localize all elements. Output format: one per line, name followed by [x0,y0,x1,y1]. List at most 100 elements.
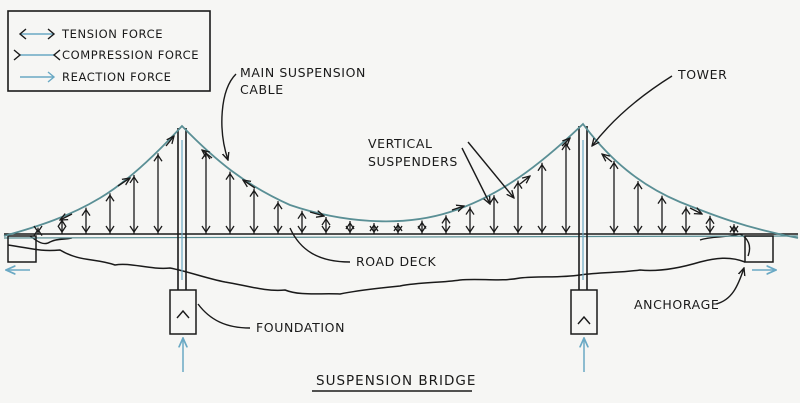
suspender-tension-down-arrow-icon [513,225,523,234]
tower-leader [592,75,673,146]
main-cable-callout: MAIN SUSPENSION CABLE [221,65,366,160]
suspender-tension-down-arrow-icon [105,225,115,234]
suspenders-leader-2 [467,141,514,198]
suspender-tension-down-arrow-icon [201,225,211,234]
suspender-tension-down-arrow-icon [225,225,235,234]
cable-tension-arrow-icon [602,154,613,163]
suspender-tension-up-arrow-icon [465,207,475,215]
anchorage-leader [715,268,744,305]
suspenders-callout: VERTICAL SUSPENDERS [368,136,514,204]
left-anchorage [7,235,37,263]
suspender-tension-down-arrow-icon [33,225,43,234]
suspenders-label: VERTICAL [368,136,433,151]
suspender-tension-down-arrow-icon [81,225,91,234]
legend-item-reaction: REACTION FORCE [62,70,171,84]
reaction-arrow-icon [20,71,56,83]
compression-arrow-icon [13,49,61,61]
suspenders-label-line2: SUSPENDERS [368,154,458,169]
suspender-tension-up-arrow-icon [297,211,307,220]
suspender-tension-down-arrow-icon [681,225,691,234]
suspender-tension-up-arrow-icon [681,207,691,215]
cable-tension-arrow-icon [451,206,464,210]
cable-tension-arrow-icon [243,180,256,189]
legend-item-compression: COMPRESSION FORCE [62,48,199,62]
suspender-tension-up-arrow-icon [273,201,283,210]
road-deck-leader [289,227,351,263]
suspender-tension-down-arrow-icon [465,225,475,234]
suspender-tension-up-arrow-icon [81,208,91,216]
legend-item-tension: TENSION FORCE [61,27,163,41]
terrain-outline [7,244,746,295]
cable-tension-arrow-icon [202,150,213,159]
suspender-tension-down-arrow-icon [369,225,379,234]
suspender-tension-down-arrow-icon [153,225,163,234]
suspender-tension-down-arrow-icon [57,225,67,234]
suspender-tension-down-arrow-icon [561,225,571,234]
suspender-tension-up-arrow-icon [537,163,547,172]
suspender-tension-down-arrow-icon [273,225,283,234]
foundation-callout: FOUNDATION [197,303,345,335]
road-deck-label: ROAD DECK [356,254,437,269]
right-foundation [570,289,598,372]
cable-tension-arrow-icon [309,212,324,216]
tower-callout: TOWER [592,67,727,146]
cable-tension-arrow-icon [519,176,530,185]
suspender-tension-up-arrow-icon [417,221,427,229]
tower-label: TOWER [677,67,727,82]
terrain-right-bank [699,233,751,257]
suspender-tension-up-arrow-icon [513,181,523,189]
right-anchorage [744,235,774,263]
road-deck-underside [3,235,799,239]
suspender-tension-down-arrow-icon [657,225,667,234]
suspender-tension-up-arrow-icon [321,217,331,226]
suspender-tension-up-arrow-icon [33,228,43,236]
suspender-tension-down-arrow-icon [417,225,427,234]
anchorage-callout: ANCHORAGE [634,268,744,312]
left-tower [177,128,187,292]
suspender-tension-up-arrow-icon [633,181,643,190]
road-deck-callout: ROAD DECK [289,227,437,269]
suspender-tension-down-arrow-icon [249,225,259,234]
suspender-tension-down-arrow-icon [393,225,403,234]
suspender-tension-up-arrow-icon [609,161,619,170]
vertical-suspenders-group [33,141,739,236]
suspender-tension-down-arrow-icon [321,225,331,234]
suspender-tension-up-arrow-icon [153,154,163,162]
suspender-tension-down-arrow-icon [345,225,355,234]
cable-tension-arrow-icon [60,214,73,220]
suspender-tension-down-arrow-icon [705,225,715,234]
main-cable-label: MAIN SUSPENSION [240,65,366,80]
suspender-tension-down-arrow-icon [129,225,139,234]
suspenders-leader-1 [461,147,490,204]
foundation-label: FOUNDATION [256,320,345,335]
cable-tension-arrows [60,136,702,220]
cable-tension-arrow-icon [561,138,570,147]
suspender-tension-down-arrow-icon [297,225,307,234]
legend-frame [7,10,211,92]
suspender-tension-up-arrow-icon [489,196,499,204]
cable-tension-arrow-icon [165,136,174,147]
suspender-tension-up-arrow-icon [249,189,259,197]
main-cable-leader [221,73,237,160]
main-cable-label-line2: CABLE [240,82,284,97]
tension-arrow-icon [18,28,56,40]
cable-tension-arrow-icon [689,208,702,214]
suspender-tension-down-arrow-icon [729,225,739,234]
right-tower [578,126,588,292]
suspender-tension-down-arrow-icon [609,225,619,234]
left-foundation [169,289,197,372]
suspender-tension-up-arrow-icon [705,216,715,225]
suspender-tension-up-arrow-icon [225,172,235,180]
suspender-tension-down-arrow-icon [633,225,643,234]
legend: TENSION FORCE COMPRESSION FORCE REACTION… [7,10,211,92]
suspender-tension-up-arrow-icon [105,194,115,202]
suspender-tension-down-arrow-icon [441,225,451,234]
suspender-tension-down-arrow-icon [537,225,547,234]
diagram-title: SUSPENSION BRIDGE [316,373,476,389]
suspender-tension-down-arrow-icon [489,225,499,234]
foundation-leader [197,303,251,329]
suspender-tension-up-arrow-icon [441,216,451,224]
suspender-tension-up-arrow-icon [729,225,739,233]
